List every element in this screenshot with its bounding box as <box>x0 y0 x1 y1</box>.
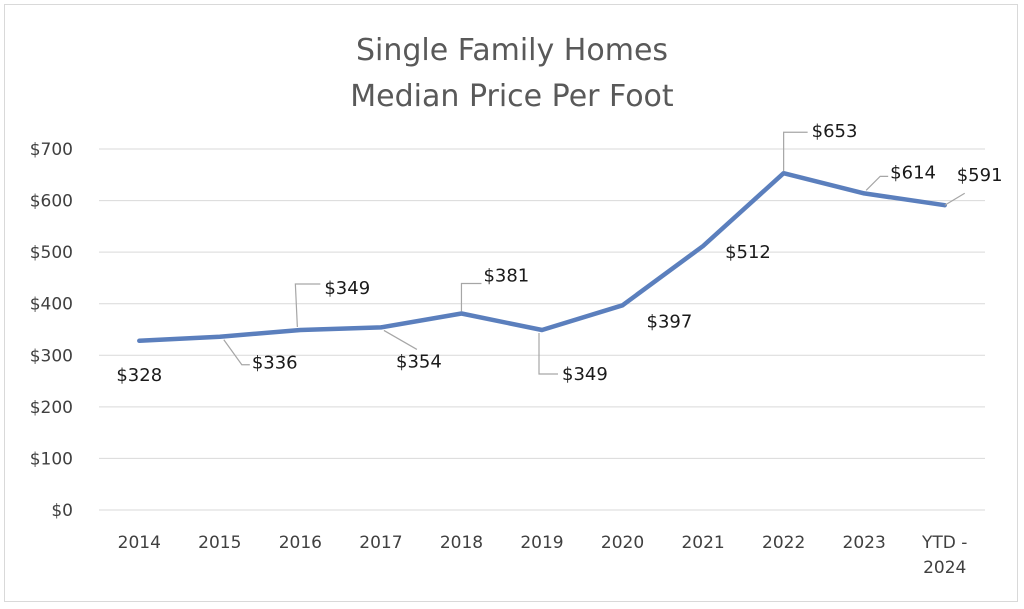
chart-title-line-2: Median Price Per Foot <box>350 79 674 114</box>
y-tick-label: $700 <box>30 140 73 160</box>
x-tick-label: 2016 <box>279 533 322 553</box>
chart-title-line-1: Single Family Homes <box>355 33 669 68</box>
x-tick-label: 2015 <box>198 533 241 553</box>
data-label: $397 <box>647 311 693 332</box>
x-tick-label: 2019 <box>520 533 563 553</box>
series-line <box>137 170 947 344</box>
label-leader-line <box>294 283 321 328</box>
x-tick-label: 2014 <box>118 533 161 553</box>
data-label: $591 <box>957 165 1003 186</box>
x-tick-label: 2020 <box>601 533 644 553</box>
label-leader-line <box>460 282 482 312</box>
y-tick-label: $100 <box>30 449 73 469</box>
data-label: $512 <box>725 242 771 263</box>
data-label: $354 <box>396 351 442 372</box>
data-label: $381 <box>483 266 529 287</box>
data-label: $349 <box>562 364 608 385</box>
x-tick-label: YTD -2024 <box>921 533 967 578</box>
y-tick-label: $400 <box>30 295 73 315</box>
label-leader-line <box>223 339 250 366</box>
y-tick-label: $0 <box>51 501 73 521</box>
y-tick-label: $300 <box>30 346 73 366</box>
label-leader-line <box>783 131 808 172</box>
chart-title: Single Family Homes Median Price Per Foo… <box>0 28 1024 120</box>
label-leader-line <box>383 329 418 350</box>
label-leader-line <box>865 175 889 191</box>
x-tick-label: 2023 <box>843 533 886 553</box>
x-tick-label: 2022 <box>762 533 805 553</box>
data-label: $614 <box>890 162 936 183</box>
label-leader-line <box>944 192 966 206</box>
data-label: $328 <box>116 365 162 386</box>
x-tick-label: 2018 <box>440 533 483 553</box>
x-tick-label: 2021 <box>681 533 724 553</box>
data-label: $653 <box>812 121 858 142</box>
x-tick-label: 2017 <box>359 533 402 553</box>
chart-area <box>4 4 1018 602</box>
data-label: $349 <box>324 278 370 299</box>
y-tick-label: $500 <box>30 243 73 263</box>
y-tick-label: $600 <box>30 192 73 212</box>
y-tick-label: $200 <box>30 398 73 418</box>
data-label: $336 <box>252 353 298 374</box>
label-leader-line <box>538 333 558 375</box>
